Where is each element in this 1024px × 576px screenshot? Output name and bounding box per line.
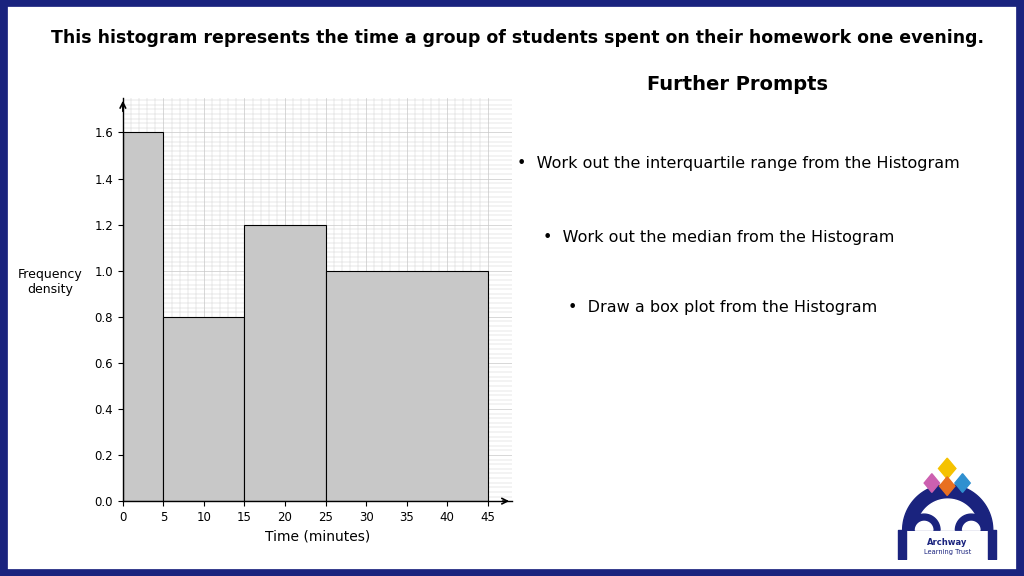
Bar [245,225,326,501]
Text: This histogram represents the time a group of students spent on their homework o: This histogram represents the time a gro… [51,29,984,47]
Text: Further Prompts: Further Prompts [647,75,827,94]
X-axis label: Time (minutes): Time (minutes) [265,529,370,543]
Polygon shape [924,473,940,492]
Text: •  Work out the interquartile range from the Histogram: • Work out the interquartile range from … [517,156,959,170]
Text: Archway: Archway [927,537,968,547]
Bar [326,271,487,501]
Text: •  Draw a box plot from the Histogram: • Draw a box plot from the Histogram [568,300,878,314]
Polygon shape [938,458,956,479]
Text: Learning Trust: Learning Trust [924,550,971,555]
Polygon shape [954,473,971,492]
Bar [164,317,245,501]
Bar [123,132,164,501]
Text: •  Work out the median from the Histogram: • Work out the median from the Histogram [543,230,894,245]
Text: Frequency
density: Frequency density [17,268,82,296]
Polygon shape [940,477,954,495]
